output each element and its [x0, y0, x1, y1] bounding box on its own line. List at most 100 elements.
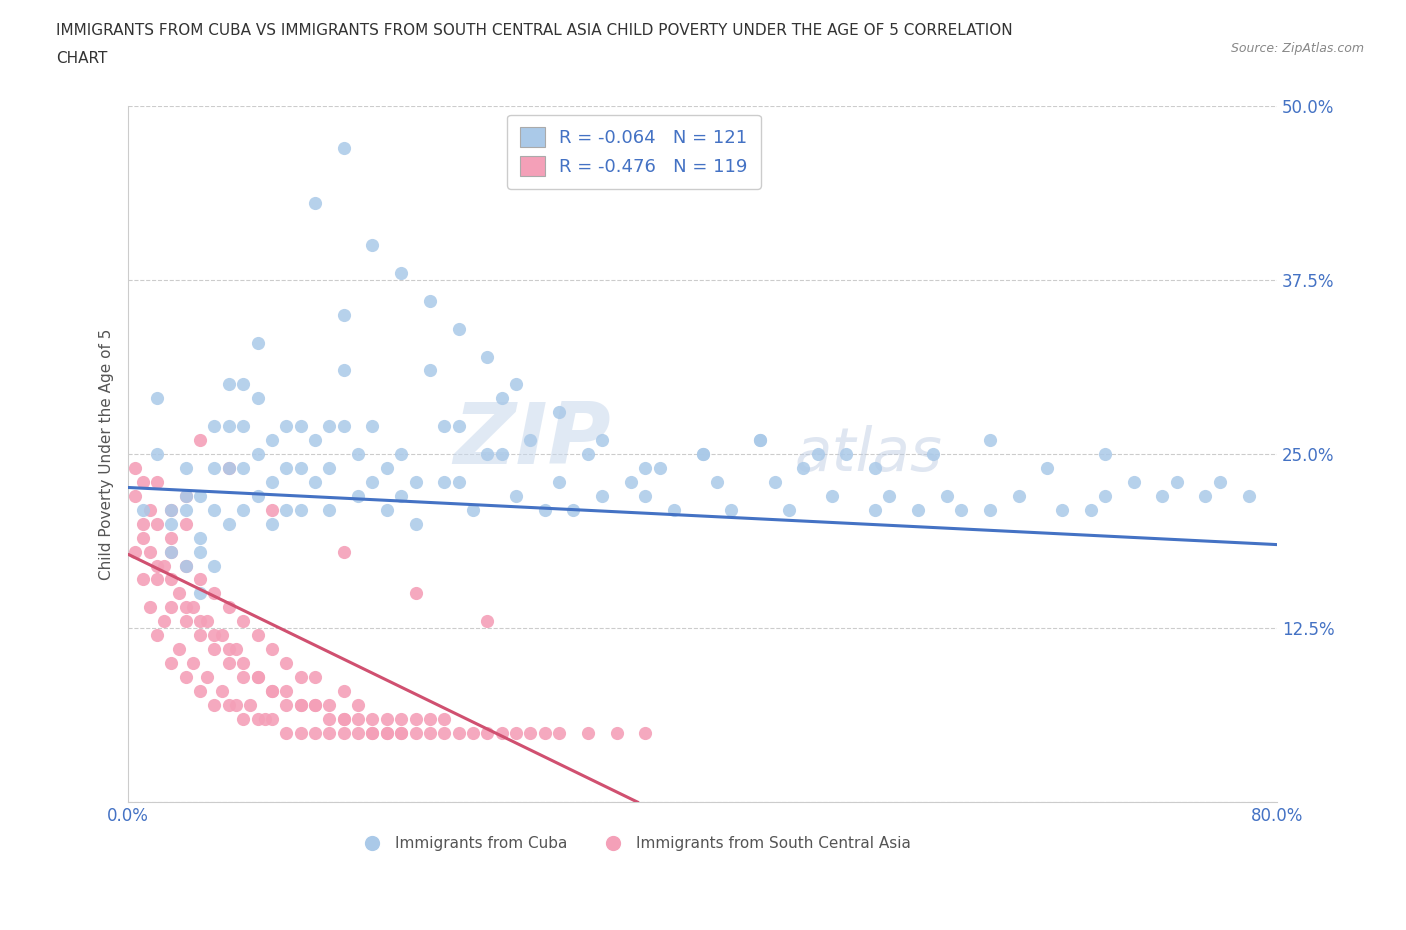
Point — [405, 586, 427, 601]
Point — [160, 656, 183, 671]
Point — [304, 725, 326, 740]
Point — [276, 418, 298, 433]
Point — [1152, 488, 1174, 503]
Point — [139, 544, 162, 559]
Point — [634, 460, 657, 475]
Point — [477, 725, 499, 740]
Point — [304, 698, 326, 712]
Point — [246, 711, 269, 726]
Point — [576, 725, 599, 740]
Point — [276, 656, 298, 671]
Point — [389, 446, 412, 461]
Point — [304, 474, 326, 489]
Point — [232, 656, 254, 671]
Point — [361, 711, 384, 726]
Point — [389, 488, 412, 503]
Point — [124, 488, 146, 503]
Point — [232, 711, 254, 726]
Point — [419, 711, 441, 726]
Point — [332, 418, 354, 433]
Point — [290, 698, 312, 712]
Point — [167, 586, 190, 601]
Point — [606, 725, 628, 740]
Point — [211, 684, 233, 698]
Point — [290, 460, 312, 475]
Point — [131, 474, 153, 489]
Point — [332, 363, 354, 378]
Point — [174, 488, 197, 503]
Point — [160, 516, 183, 531]
Point — [461, 725, 484, 740]
Point — [225, 642, 247, 657]
Point — [204, 460, 226, 475]
Point — [332, 711, 354, 726]
Point — [181, 656, 204, 671]
Point — [533, 502, 555, 517]
Point — [419, 725, 441, 740]
Point — [332, 711, 354, 726]
Point — [477, 349, 499, 364]
Point — [461, 502, 484, 517]
Point — [218, 656, 240, 671]
Point — [433, 474, 456, 489]
Point — [124, 544, 146, 559]
Point — [405, 474, 427, 489]
Point — [347, 488, 370, 503]
Point — [318, 460, 340, 475]
Point — [181, 600, 204, 615]
Point — [548, 725, 571, 740]
Point — [146, 628, 169, 643]
Point — [835, 446, 858, 461]
Point — [533, 725, 555, 740]
Point — [174, 614, 197, 629]
Point — [218, 516, 240, 531]
Text: CHART: CHART — [56, 51, 108, 66]
Point — [246, 628, 269, 643]
Point — [160, 572, 183, 587]
Point — [146, 516, 169, 531]
Point — [167, 642, 190, 657]
Point — [260, 502, 283, 517]
Point — [1050, 502, 1073, 517]
Point — [763, 474, 786, 489]
Point — [232, 670, 254, 684]
Point — [204, 628, 226, 643]
Point — [907, 502, 929, 517]
Point — [950, 502, 973, 517]
Point — [921, 446, 943, 461]
Point — [792, 460, 814, 475]
Point — [204, 558, 226, 573]
Point — [218, 460, 240, 475]
Point — [332, 725, 354, 740]
Point — [935, 488, 957, 503]
Point — [879, 488, 901, 503]
Point — [447, 321, 470, 336]
Point — [160, 502, 183, 517]
Point — [1122, 474, 1144, 489]
Point — [160, 600, 183, 615]
Point — [195, 670, 218, 684]
Point — [375, 711, 398, 726]
Point — [318, 418, 340, 433]
Point — [1094, 446, 1116, 461]
Point — [246, 335, 269, 350]
Point — [174, 670, 197, 684]
Point — [979, 432, 1001, 447]
Point — [174, 558, 197, 573]
Point — [188, 628, 211, 643]
Point — [160, 530, 183, 545]
Point — [692, 446, 714, 461]
Point — [239, 698, 262, 712]
Point — [375, 502, 398, 517]
Point — [290, 698, 312, 712]
Point — [131, 530, 153, 545]
Point — [375, 725, 398, 740]
Y-axis label: Child Poverty Under the Age of 5: Child Poverty Under the Age of 5 — [100, 328, 114, 579]
Point — [491, 446, 513, 461]
Point — [218, 642, 240, 657]
Point — [347, 711, 370, 726]
Point — [139, 502, 162, 517]
Point — [124, 460, 146, 475]
Point — [477, 446, 499, 461]
Point — [361, 418, 384, 433]
